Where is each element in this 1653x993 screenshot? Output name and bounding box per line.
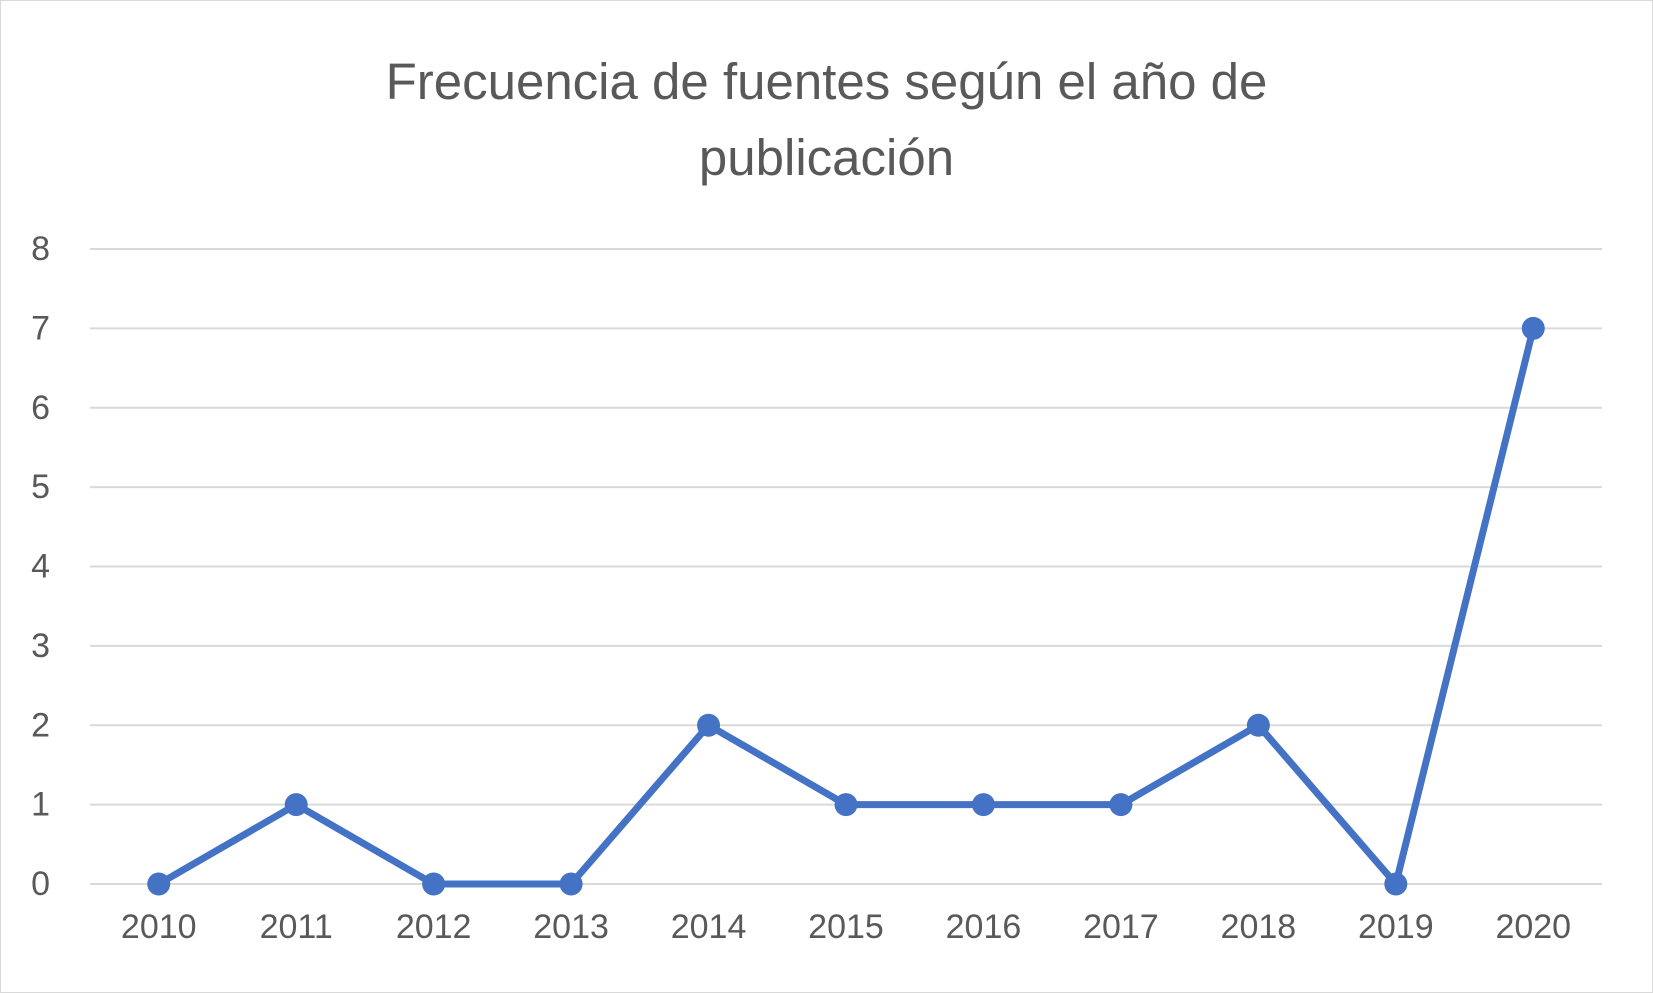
data-point: [1521, 316, 1545, 340]
data-point: [1384, 872, 1408, 896]
y-tick-label: 8: [31, 230, 50, 268]
x-tick-label: 2014: [671, 908, 747, 946]
x-tick-label: 2012: [396, 908, 472, 946]
y-tick-label: 5: [31, 468, 50, 506]
data-point: [697, 713, 721, 737]
x-tick-label: 2020: [1495, 908, 1571, 946]
gridlines: [90, 248, 1602, 885]
x-tick-label: 2015: [808, 908, 884, 946]
x-tick-label: 2018: [1221, 908, 1297, 946]
y-axis-tick-labels: 0 1 2 3 4 5 6 7 8: [31, 230, 50, 903]
y-tick-label: 0: [31, 865, 50, 903]
data-point: [147, 872, 171, 896]
x-tick-label: 2017: [1083, 908, 1159, 946]
chart-title: Frecuencia de fuentes según el año de pub…: [0, 44, 1653, 196]
x-tick-label: 2016: [946, 908, 1022, 946]
chart-title-line-2: publicación: [698, 129, 955, 186]
x-tick-label: 2011: [260, 908, 333, 946]
y-tick-label: 1: [31, 786, 50, 824]
data-point: [422, 872, 446, 896]
y-tick-label: 3: [31, 627, 50, 665]
x-tick-label: 2010: [121, 908, 197, 946]
y-tick-label: 7: [31, 309, 50, 347]
data-point: [971, 793, 995, 817]
data-point: [559, 872, 583, 896]
x-axis-tick-labels: 2010 2011 2012 2013 2014 2015 2016 2017 2018 2019…: [121, 908, 1571, 946]
y-tick-label: 2: [31, 706, 50, 744]
chart-title-line-1: Frecuencia de fuentes según el año de: [385, 53, 1268, 110]
x-tick-label: 2019: [1358, 908, 1434, 946]
data-point: [834, 793, 858, 817]
x-tick-label: 2013: [533, 908, 609, 946]
y-tick-label: 6: [31, 389, 50, 427]
data-point: [1109, 793, 1133, 817]
y-tick-label: 4: [31, 548, 50, 586]
data-point: [1246, 713, 1270, 737]
data-point: [284, 793, 308, 817]
series-layer: [147, 316, 1545, 896]
